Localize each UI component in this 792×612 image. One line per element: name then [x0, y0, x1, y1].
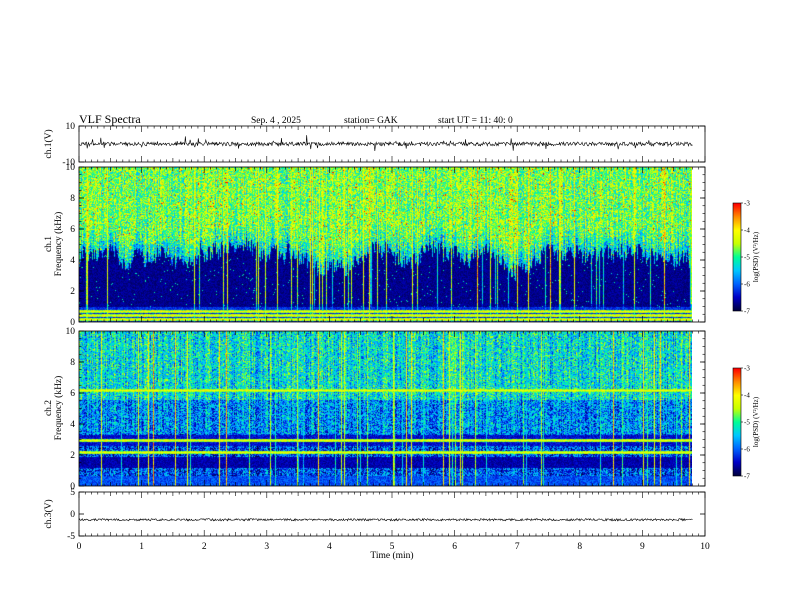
- ch1-spectrogram-ylabel-line1: ch.1: [44, 236, 54, 252]
- ytick-label: 6: [70, 225, 75, 235]
- colorbar-gradient: [733, 368, 741, 476]
- ch2-spectrogram-ylabel: ch.2 Frequency (kHz): [44, 376, 64, 441]
- xtick-label: 4: [327, 542, 332, 552]
- colorbar-tick-label: -5: [744, 254, 750, 262]
- ytick-label: -5: [67, 532, 75, 542]
- xtick-label: 10: [700, 542, 710, 552]
- ch1-waveform-ylabel: ch.1(V): [43, 129, 54, 158]
- colorbar-tick-label: -7: [744, 308, 750, 316]
- ch1-colorbar: -3 -4 -5 -6 -7 log(PSD) (V²/Hz): [732, 200, 760, 316]
- date-label: Sep. 4 , 2025: [251, 116, 301, 126]
- colorbar-gradient: [733, 203, 741, 311]
- ch2-spectrogram-panel: 0 2 4 6 8 10 ch.2 Frequency (kHz) -3 -4 -5 -6 -7 l…: [44, 327, 760, 492]
- ch2-spectrogram-ylabel-line1: ch.2: [44, 400, 54, 416]
- ytick-label: 6: [70, 389, 75, 399]
- colorbar-label: log(PSD) (V²/Hz): [752, 231, 760, 282]
- station-label: station= GAK: [344, 116, 398, 126]
- ch1-waveform-trace: [78, 135, 693, 152]
- xtick-label: 8: [577, 542, 582, 552]
- ytick-label: 8: [70, 358, 75, 368]
- colorbar-tick-label: -5: [744, 419, 750, 427]
- ch1-spectrogram-image: [79, 167, 692, 322]
- ytick-label: 5: [70, 488, 75, 498]
- ch1-spectrogram-ylabel-line2: Frequency (kHz): [53, 212, 64, 277]
- colorbar-tick-label: -6: [744, 281, 750, 289]
- ytick-label: 0: [70, 318, 75, 328]
- ch3-waveform-trace: [78, 517, 693, 522]
- colorbar-tick-label: -4: [744, 392, 750, 400]
- xtick-label: 7: [515, 542, 520, 552]
- ch2-spectrogram-image: [79, 331, 692, 486]
- ytick-label: -10: [62, 158, 75, 168]
- ch2-colorbar: -3 -4 -5 -6 -7 log(PSD) (V²/Hz): [732, 365, 760, 481]
- ch2-spectrogram-ylabel-line2: Frequency (kHz): [53, 376, 64, 441]
- start-time-label: start UT = 11: 40: 0: [438, 116, 513, 126]
- waveform-path: [78, 517, 693, 522]
- ch3-waveform-frame: [78, 491, 706, 537]
- ytick-label: 10: [66, 122, 76, 132]
- colorbar-tick-label: -3: [744, 200, 750, 208]
- ch3-waveform-yticks: 5 0 -5: [67, 488, 705, 542]
- time-axis-label: Time (min): [370, 550, 413, 561]
- colorbar-label: log(PSD) (V²/Hz): [752, 396, 760, 447]
- ch3-waveform-panel: 5 0 -5 ch.3(V): [43, 488, 706, 542]
- xtick-label: 0: [77, 542, 82, 552]
- header: VLF Spectra Sep. 4 , 2025 station= GAK s…: [79, 112, 513, 126]
- ch1-spectrogram-yticks: 0 2 4 6 8 10: [66, 163, 705, 328]
- colorbar-tick-label: -3: [744, 365, 750, 373]
- ch3-waveform-ylabel: ch.3(V): [43, 499, 54, 528]
- colorbar-tick-label: -4: [744, 227, 750, 235]
- waveform-path: [78, 135, 693, 152]
- time-axis-tick-labels: 0 1 2 3 4 5 6 7 8 9 10: [77, 542, 710, 552]
- ch1-spectrogram-panel: 0 2 4 6 8 10 ch.1 Frequency (kHz) -3 -4 -5 -6 -7 l…: [44, 163, 760, 328]
- time-axis-ticks: [78, 126, 706, 536]
- ytick-label: 8: [70, 194, 75, 204]
- xtick-label: 6: [452, 542, 457, 552]
- ytick-label: 4: [70, 256, 75, 266]
- ytick-label: 2: [70, 287, 75, 297]
- xtick-label: 2: [202, 542, 207, 552]
- ytick-label: 4: [70, 420, 75, 430]
- ytick-label: 2: [70, 451, 75, 461]
- colorbar-tick-label: -7: [744, 473, 750, 481]
- figure-title: VLF Spectra: [79, 112, 141, 126]
- xtick-label: 3: [264, 542, 269, 552]
- ch1-waveform-yticks: 10 -10: [62, 122, 705, 168]
- ytick-label: 10: [66, 327, 76, 337]
- ytick-label: 0: [70, 482, 75, 492]
- xtick-label: 9: [640, 542, 645, 552]
- colorbar-tick-label: -6: [744, 446, 750, 454]
- xtick-label: 5: [390, 542, 395, 552]
- ch1-spectrogram-ylabel: ch.1 Frequency (kHz): [44, 212, 64, 277]
- xtick-label: 1: [139, 542, 144, 552]
- ytick-label: 10: [66, 163, 76, 173]
- ch2-spectrogram-yticks: 0 2 4 6 8 10: [66, 327, 705, 492]
- ytick-label: 0: [70, 510, 75, 520]
- ch1-waveform-panel: 10 -10 ch.1(V): [43, 122, 706, 168]
